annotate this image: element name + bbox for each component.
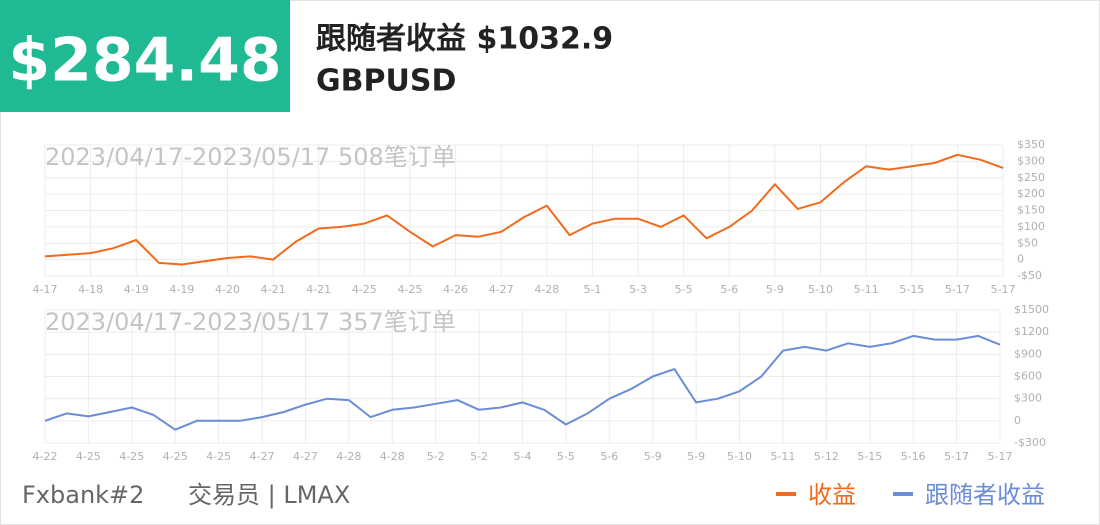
x-tick-label: 5-15 xyxy=(899,283,924,296)
x-tick-label: 4-21 xyxy=(261,283,286,296)
x-tick-label: 5-3 xyxy=(629,283,647,296)
y-tick-label: $150 xyxy=(1017,204,1045,217)
x-tick-label: 4-27 xyxy=(293,450,318,463)
x-tick-label: 5-12 xyxy=(814,450,839,463)
x-tick-label: 4-27 xyxy=(250,450,275,463)
x-tick-label: 5-10 xyxy=(727,450,752,463)
x-tick-label: 5-4 xyxy=(514,450,532,463)
x-tick-label: 5-2 xyxy=(427,450,445,463)
x-tick-label: 4-25 xyxy=(76,450,101,463)
title: 跟随者收益 $1032.9 xyxy=(316,22,613,57)
x-tick-label: 4-27 xyxy=(489,283,514,296)
x-tick-label: 5-6 xyxy=(720,283,738,296)
y-tick-label: $300 xyxy=(1017,154,1045,167)
x-tick-label: 4-21 xyxy=(306,283,331,296)
x-tick-label: 5-9 xyxy=(766,283,784,296)
y-tick-label: $350 xyxy=(1017,138,1045,151)
x-tick-label: 4-17 xyxy=(33,283,58,296)
x-tick-label: 5-17 xyxy=(991,283,1016,296)
x-tick-label: 5-11 xyxy=(854,283,879,296)
x-tick-label: 5-5 xyxy=(557,450,575,463)
x-tick-label: 5-10 xyxy=(808,283,833,296)
x-tick-label: 5-17 xyxy=(944,450,969,463)
x-tick-label: 4-20 xyxy=(215,283,240,296)
y-tick-label: $1500 xyxy=(1014,303,1049,316)
x-tick-label: 5-6 xyxy=(600,450,618,463)
chart-subtitle: 2023/04/17-2023/05/17 508笔订单 xyxy=(45,143,456,171)
x-tick-label: 5-17 xyxy=(945,283,970,296)
x-tick-label: 4-18 xyxy=(78,283,103,296)
y-tick-label: 0 xyxy=(1014,414,1021,427)
legend-label: 跟随者收益 xyxy=(925,481,1045,509)
y-tick-label: -$50 xyxy=(1017,269,1042,282)
x-tick-label: 5-1 xyxy=(583,283,601,296)
x-tick-label: 5-9 xyxy=(687,450,705,463)
series-line xyxy=(44,153,1004,266)
amount: $284.48 xyxy=(8,26,281,96)
y-tick-label: $50 xyxy=(1017,236,1038,249)
x-tick-label: 5-9 xyxy=(644,450,662,463)
x-tick-label: 5-11 xyxy=(770,450,795,463)
x-tick-label: 4-25 xyxy=(352,283,377,296)
trader: 交易员 | LMAX xyxy=(188,481,350,509)
x-tick-label: 4-26 xyxy=(443,283,468,296)
chart-subtitle: 2023/04/17-2023/05/17 357笔订单 xyxy=(45,308,456,336)
x-tick-label: 4-28 xyxy=(336,450,361,463)
y-tick-label: $1200 xyxy=(1014,325,1049,338)
y-tick-label: $100 xyxy=(1017,220,1045,233)
x-tick-label: 5-16 xyxy=(901,450,926,463)
series-line xyxy=(44,334,1001,431)
account: Fxbank#2 xyxy=(22,481,144,509)
y-tick-label: $600 xyxy=(1014,370,1042,383)
x-tick-label: 4-28 xyxy=(380,450,405,463)
y-tick-label: $300 xyxy=(1014,392,1042,405)
x-tick-label: 4-28 xyxy=(534,283,559,296)
x-tick-label: 4-25 xyxy=(397,283,422,296)
x-tick-label: 5-17 xyxy=(988,450,1013,463)
x-tick-label: 4-25 xyxy=(163,450,188,463)
x-tick-label: 5-15 xyxy=(857,450,882,463)
x-tick-label: 4-19 xyxy=(124,283,149,296)
y-tick-label: 0 xyxy=(1017,253,1024,266)
x-tick-label: 4-22 xyxy=(33,450,58,463)
x-tick-label: 5-2 xyxy=(470,450,488,463)
x-tick-label: 5-5 xyxy=(675,283,693,296)
y-tick-label: $900 xyxy=(1014,347,1042,360)
symbol: GBPUSD xyxy=(316,64,456,99)
x-tick-label: 4-19 xyxy=(169,283,194,296)
y-tick-label: -$300 xyxy=(1014,436,1046,449)
legend-label: 收益 xyxy=(808,481,856,509)
x-tick-label: 4-25 xyxy=(119,450,144,463)
y-tick-label: $250 xyxy=(1017,171,1045,184)
x-tick-label: 4-25 xyxy=(206,450,231,463)
amount-box xyxy=(0,0,290,112)
y-tick-label: $200 xyxy=(1017,187,1045,200)
